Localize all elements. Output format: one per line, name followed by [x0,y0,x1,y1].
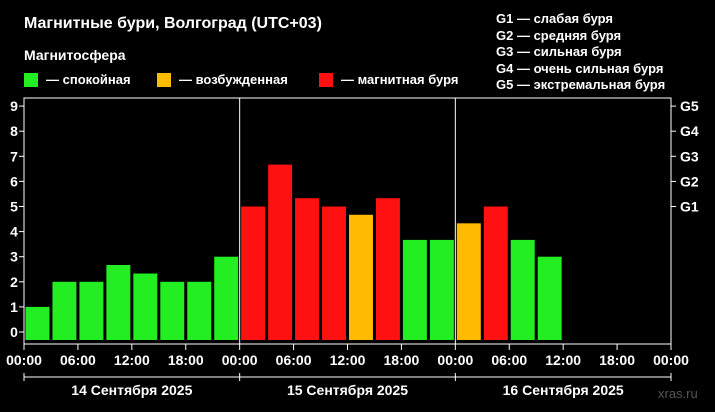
kp-bar [510,239,535,340]
y-tick-label: 6 [10,173,18,189]
legend-label-quiet: — спокойная [46,72,131,87]
g-scale-g4: G4 — очень сильная буря [496,60,664,76]
kp-bar [295,198,320,340]
legend-label-active: — возбужденная [179,72,288,87]
day-label: 16 Сентября 2025 [503,382,624,398]
x-tick-label: 00:00 [653,352,689,368]
x-tick-label: 06:00 [491,352,527,368]
g-tick-label: G3 [680,148,699,164]
y-tick-label: 4 [10,224,18,240]
chart-title: Магнитные бури, Волгоград (UTC+03) [24,15,322,32]
g-tick-label: G4 [680,123,699,139]
kp-bar [349,214,373,340]
y-tick-label: 5 [10,199,18,215]
kp-bar [160,281,185,340]
kp-bar [456,223,481,340]
kp-bar [214,256,239,340]
x-tick-label: 18:00 [168,352,204,368]
legend-label-storm: — магнитная буря [341,72,459,87]
x-tick-label: 06:00 [276,352,312,368]
legend-storm: — магнитная буря [319,72,458,87]
kp-bar [241,206,266,340]
kp-bar [322,206,346,340]
kp-bar [268,164,293,340]
x-tick-label: 12:00 [545,352,581,368]
legend-active: — возбужденная [157,72,288,87]
kp-bar [429,239,454,340]
x-tick-label: 00:00 [222,352,258,368]
g-scale-g5: G5 — экстремальная буря [496,77,666,92]
kp-bar [187,281,212,340]
legend-swatch-storm [319,72,333,87]
y-tick-label: 7 [10,148,18,164]
kp-bar [52,281,77,340]
x-tick-label: 18:00 [384,352,420,368]
kp-bar [375,198,400,340]
kp-bar [133,273,158,340]
x-tick-label: 18:00 [599,352,635,368]
y-tick-label: 0 [10,324,18,340]
g-tick-label: G5 [680,98,699,114]
kp-bar [537,256,562,340]
y-tick-label: 3 [10,249,18,265]
legend-swatch-active [157,72,171,87]
legend-swatch-quiet [24,72,38,87]
g-scale-g1: G1 — слабая буря [496,11,614,26]
y-tick-label: 2 [10,274,18,290]
day-label: 15 Сентября 2025 [287,382,408,398]
g-tick-label: G1 [680,199,699,215]
g-scale-g3: G3 — сильная буря [496,44,622,59]
kp-bar [106,264,131,340]
kp-bar [402,239,427,340]
kp-bar [79,281,104,340]
g-scale-legend: G1 — слабая буря G2 — средняя буря G3 — … [496,11,665,94]
magnetosphere-label: Магнитосфера [24,47,126,63]
watermark: xras.ru [658,386,698,401]
x-tick-label: 12:00 [114,352,150,368]
y-tick-label: 9 [10,98,18,114]
g-tick-label: G2 [680,173,699,189]
kp-bar [483,206,508,340]
y-tick-label: 8 [10,123,18,139]
x-tick-label: 12:00 [330,352,366,368]
y-tick-label: 1 [10,299,18,315]
legend-quiet: — спокойная [24,72,131,87]
x-tick-label: 00:00 [6,352,42,368]
x-tick-label: 00:00 [437,352,473,368]
g-scale-g2: G2 — средняя буря [496,27,622,43]
x-tick-label: 06:00 [60,352,96,368]
kp-bar [25,306,50,340]
day-label: 14 Сентября 2025 [71,382,192,398]
